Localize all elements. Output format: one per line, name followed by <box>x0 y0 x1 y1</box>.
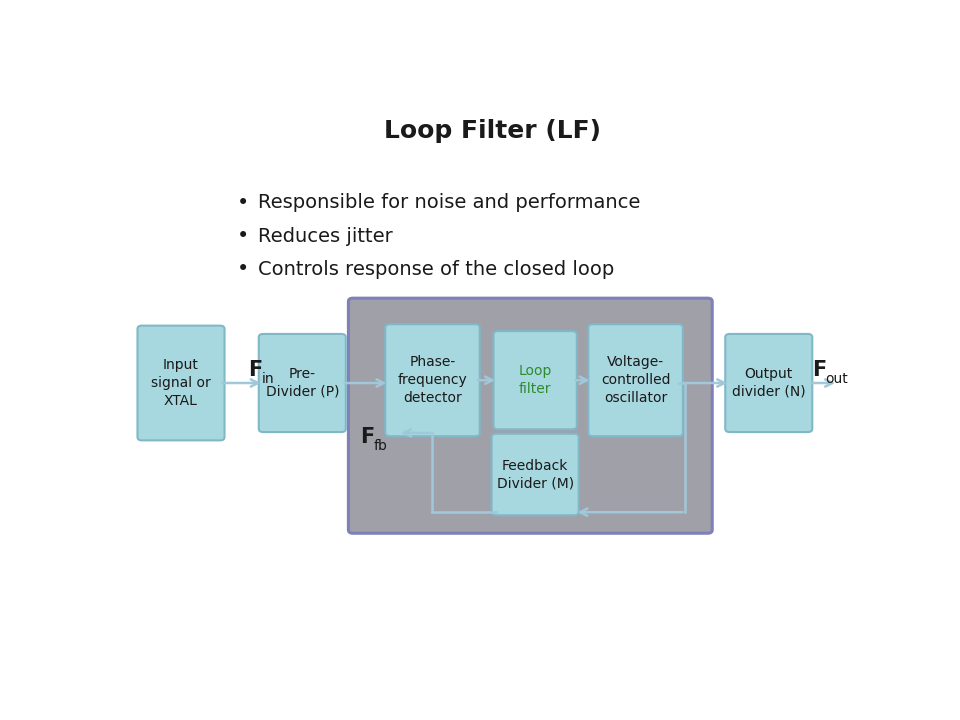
FancyBboxPatch shape <box>137 325 225 441</box>
Text: Input
signal or
XTAL: Input signal or XTAL <box>151 358 211 408</box>
Text: Loop Filter (LF): Loop Filter (LF) <box>383 119 601 143</box>
FancyBboxPatch shape <box>259 334 346 432</box>
FancyBboxPatch shape <box>385 324 480 436</box>
Text: out: out <box>826 372 848 386</box>
Text: Voltage-
controlled
oscillator: Voltage- controlled oscillator <box>601 356 670 405</box>
FancyBboxPatch shape <box>348 298 712 534</box>
FancyBboxPatch shape <box>493 331 577 429</box>
FancyBboxPatch shape <box>492 433 579 516</box>
FancyBboxPatch shape <box>725 334 812 432</box>
Text: Pre-
Divider (P): Pre- Divider (P) <box>266 367 339 399</box>
Text: •: • <box>236 259 249 279</box>
Text: Loop
filter: Loop filter <box>518 364 552 396</box>
Text: Responsible for noise and performance: Responsible for noise and performance <box>257 194 640 212</box>
Text: fb: fb <box>373 439 388 453</box>
FancyBboxPatch shape <box>588 324 683 436</box>
Text: $\mathbf{F}$: $\mathbf{F}$ <box>360 427 374 447</box>
Text: Reduces jitter: Reduces jitter <box>257 227 393 246</box>
Text: Output
divider (N): Output divider (N) <box>732 367 805 399</box>
Text: •: • <box>236 226 249 246</box>
Text: Phase-
frequency
detector: Phase- frequency detector <box>397 356 468 405</box>
Text: in: in <box>261 372 274 386</box>
Text: Controls response of the closed loop: Controls response of the closed loop <box>257 260 613 279</box>
Text: $\mathbf{F}$: $\mathbf{F}$ <box>248 360 262 379</box>
Text: $\mathbf{F}$: $\mathbf{F}$ <box>812 360 827 379</box>
Text: Feedback
Divider (M): Feedback Divider (M) <box>496 459 574 490</box>
Text: •: • <box>236 193 249 213</box>
